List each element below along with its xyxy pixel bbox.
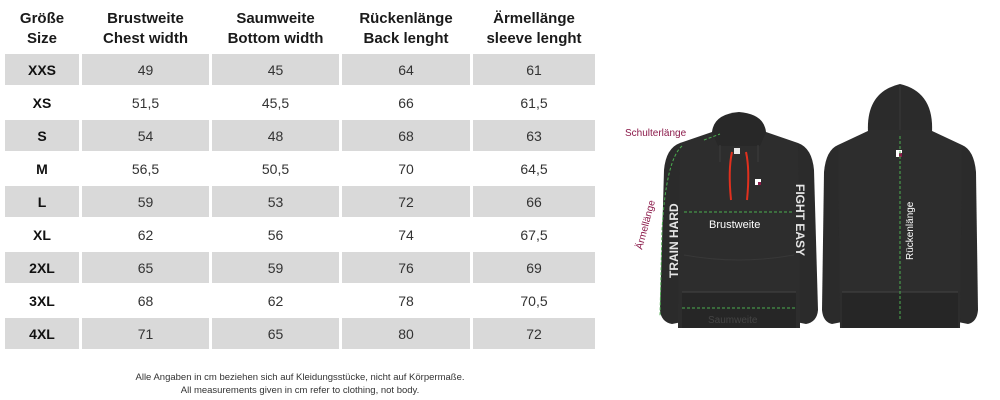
bottom-width-cell: 48	[212, 120, 339, 151]
size-cell: 4XL	[5, 318, 79, 349]
chest-width-cell: 65	[82, 252, 209, 283]
table-row: S 54 48 68 63	[5, 120, 595, 151]
sleeve-print-right: FIGHT EASY	[793, 184, 807, 256]
size-cell: XXS	[5, 54, 79, 85]
chest-width-cell: 62	[137, 226, 154, 243]
label-sleeve: Ärmellänge	[633, 198, 658, 250]
chest-width-cell: 68	[137, 292, 154, 309]
front-body	[678, 132, 800, 328]
bottom-width-cell: 62	[267, 292, 284, 309]
bottom-width-cell: 45,5	[261, 94, 290, 111]
back-length-cell: 72	[342, 186, 470, 217]
shoulder-measure-line	[703, 133, 721, 141]
sleeve-length-cell: 61	[473, 54, 595, 85]
hoodie-front: TRAIN HARD FIGHT EASY	[660, 112, 818, 328]
sleeve-print-left: TRAIN HARD	[667, 203, 681, 278]
size-cell: M	[36, 160, 48, 177]
chest-width-cell: 51,5	[131, 94, 160, 111]
back-length-cell: 68	[342, 120, 470, 151]
bottom-width-cell: 45	[212, 54, 339, 85]
table-row: 2XL 65 59 76 69	[5, 252, 595, 283]
chest-width-cell: 54	[82, 120, 209, 151]
back-length-cell: 74	[398, 226, 414, 243]
chest-width-cell: 49	[82, 54, 209, 85]
sleeve-length-cell: 61,5	[520, 94, 548, 111]
table-row: XS 51,5 45,5 66 61,5	[5, 87, 595, 118]
sleeve-length-cell: 64,5	[520, 160, 548, 177]
size-cell: S	[5, 120, 79, 151]
header-sleeve-length: Ärmellänge sleeve lenght	[486, 10, 582, 47]
bottom-width-cell: 59	[212, 252, 339, 283]
measurement-lines	[659, 133, 796, 317]
table-row: M 56,5 50,5 70 64,5	[5, 153, 595, 184]
table-row: XL 62 56 74 67,5	[5, 219, 595, 250]
back-length-cell: 66	[398, 94, 414, 111]
size-table: Größe Size Brustweite Chest width Saumweit…	[2, 4, 598, 351]
table-row: 3XL 68 62 78 70,5	[5, 285, 595, 316]
label-hem: Saumweite	[708, 315, 758, 326]
back-length-cell: 64	[342, 54, 470, 85]
sleeve-length-cell: 66	[473, 186, 595, 217]
bottom-width-cell: 56	[267, 226, 284, 243]
size-cell: 2XL	[5, 252, 79, 283]
footnote-en: All measurements given in cm refer to cl…	[180, 385, 420, 396]
back-length-cell: 80	[342, 318, 470, 349]
drawstring-right	[745, 151, 750, 201]
header-back-length: Rückenlänge Back lenght	[359, 10, 453, 47]
size-cell: XL	[33, 226, 51, 243]
header-bottom-width: Saumweite Bottom width	[227, 10, 324, 47]
header-chest-width: Brustweite Chest width	[103, 10, 188, 47]
back-length-cell: 76	[342, 252, 470, 283]
table-row: 4XL 71 65 80 72	[5, 318, 595, 349]
label-shoulder: Schulterlänge	[625, 128, 687, 139]
footnote: Alle Angaben in cm beziehen sich auf Kle…	[60, 371, 540, 397]
sleeve-length-cell: 63	[473, 120, 595, 151]
bottom-width-cell: 53	[212, 186, 339, 217]
table-header-row: Größe Size Brustweite Chest width Saumweit…	[5, 6, 595, 52]
table-row: L 59 53 72 66	[5, 186, 595, 217]
bottom-width-cell: 50,5	[261, 160, 290, 177]
hoodie-illustration: TRAIN HARD FIGHT EASY Schulterlänge Ärme…	[625, 84, 978, 328]
hoodie-back	[822, 84, 978, 328]
table-row: XXS 49 45 64 61	[5, 54, 595, 85]
back-length-cell: 70	[398, 160, 414, 177]
sleeve-length-cell: 70,5	[520, 292, 548, 309]
sleeve-length-cell: 72	[473, 318, 595, 349]
chest-width-cell: 71	[82, 318, 209, 349]
sleeve-length-cell: 69	[473, 252, 595, 283]
back-length-cell: 78	[398, 292, 414, 309]
sleeve-length-cell: 67,5	[520, 226, 548, 243]
label-chest: Brustweite	[709, 219, 760, 231]
sleeve-measure-line	[659, 145, 683, 317]
size-cell: L	[5, 186, 79, 217]
bottom-width-cell: 65	[212, 318, 339, 349]
footnote-de: Alle Angaben in cm beziehen sich auf Kle…	[135, 372, 465, 383]
chest-width-cell: 59	[82, 186, 209, 217]
size-cell: XS	[32, 94, 52, 111]
drawstring-left	[728, 151, 733, 201]
label-back: Rückenlänge	[905, 201, 916, 260]
header-size: Größe Size	[19, 10, 65, 47]
chest-width-cell: 56,5	[131, 160, 160, 177]
hood	[712, 112, 766, 146]
size-cell: 3XL	[29, 292, 55, 309]
